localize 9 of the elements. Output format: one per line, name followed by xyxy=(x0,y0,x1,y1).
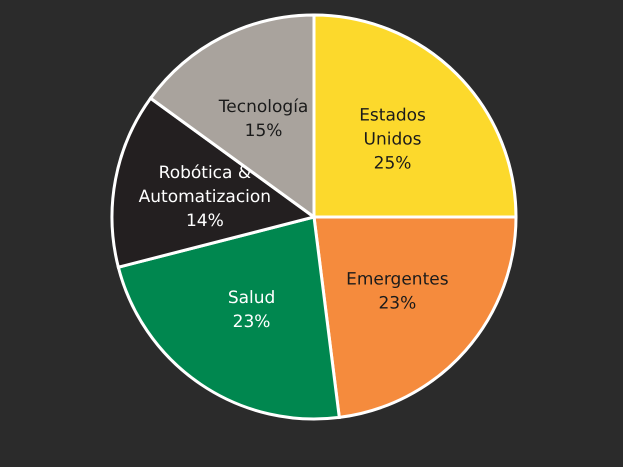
data-label: 14% xyxy=(186,211,224,232)
slice-label: Estados Unidos xyxy=(359,105,426,150)
data-label: 23% xyxy=(232,312,270,332)
data-label: 15% xyxy=(244,120,282,141)
slice-label: Emergentes xyxy=(346,269,449,290)
data-label: 23% xyxy=(378,293,416,314)
slice-label: Salud xyxy=(228,288,276,308)
slice-label: Tecnología xyxy=(218,96,308,117)
data-label: 25% xyxy=(374,153,412,174)
